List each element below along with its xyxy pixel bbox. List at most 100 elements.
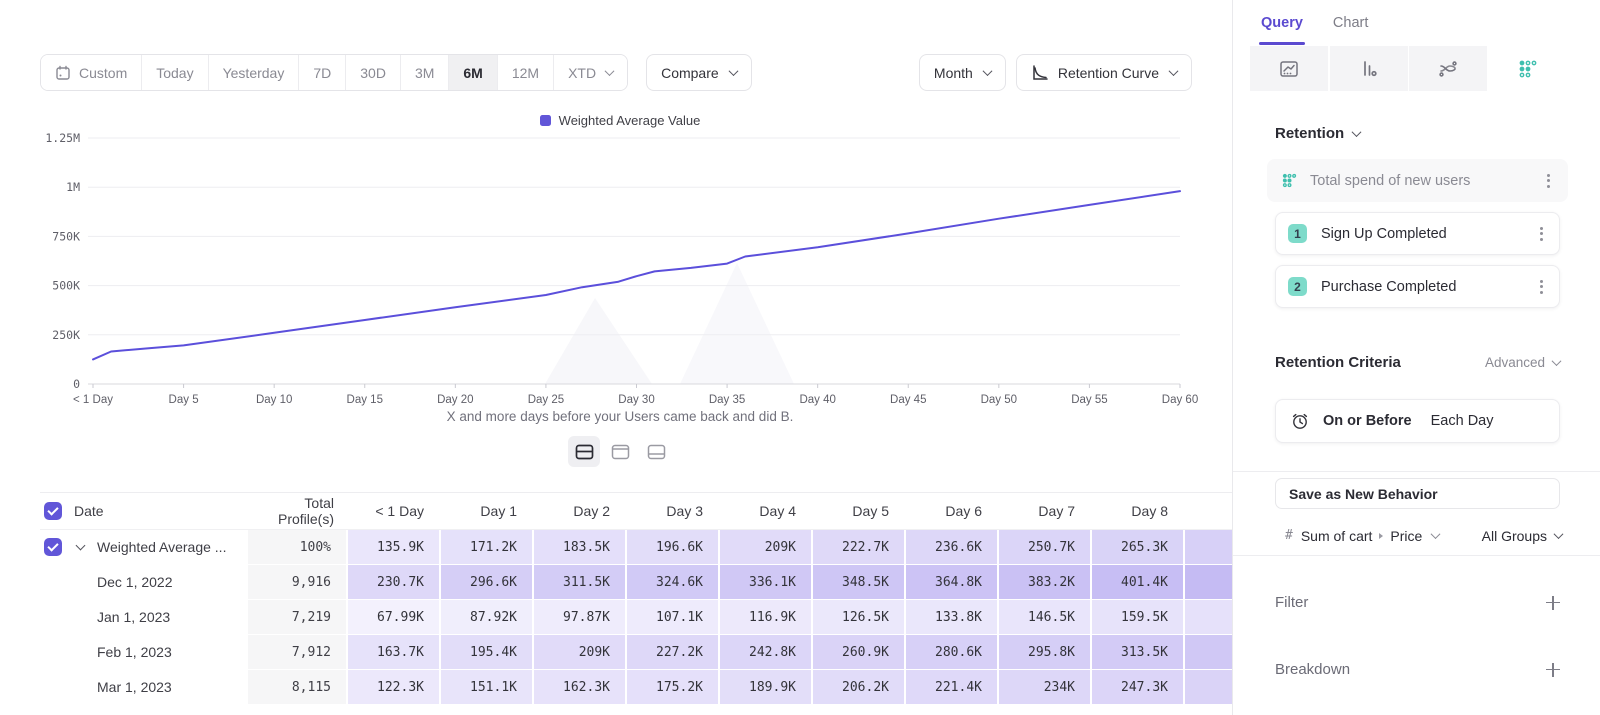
retention-value-cell[interactable]: 196.6K <box>627 530 718 564</box>
retention-value-cell[interactable]: 295.8K <box>999 635 1090 669</box>
retention-value-cell[interactable]: 247.3K <box>1092 670 1183 704</box>
range-3m[interactable]: 3M <box>400 55 450 90</box>
retention-value-cell[interactable]: 260.9K <box>813 635 904 669</box>
retention-value-cell[interactable]: 313.5K <box>1092 635 1183 669</box>
retention-value-cell[interactable]: 133.8K <box>906 600 997 634</box>
x-axis-label: Day 5 <box>169 394 199 406</box>
retention-value-cell[interactable]: 209K <box>534 635 625 669</box>
retention-line-chart[interactable]: 0 250K 500K 750K 1M 1.25M < 1 Day Day 5 Day 10 Da… <box>40 130 1200 408</box>
range-7d[interactable]: 7D <box>299 55 347 90</box>
flow-chart-icon[interactable] <box>1409 46 1487 91</box>
retention-value-cell[interactable]: 336.1K <box>720 565 811 599</box>
retention-value-cell[interactable]: 209K <box>720 530 811 564</box>
retention-value-cell[interactable]: 206.2K <box>813 670 904 704</box>
retention-value-cell[interactable]: 159.5K <box>1092 600 1183 634</box>
retention-value-cell[interactable]: 67.99K <box>348 600 439 634</box>
insights-chart-icon[interactable] <box>1250 46 1328 91</box>
criteria-mode-select[interactable]: Advanced <box>1485 355 1562 370</box>
retention-timing-card[interactable]: On or Before Each Day <box>1275 399 1560 443</box>
retention-chart-icon[interactable] <box>1488 46 1567 91</box>
retention-value-cell[interactable]: 383.2K <box>999 565 1090 599</box>
retention-value-cell[interactable]: 162.3K <box>534 670 625 704</box>
measure-row[interactable]: # Sum of cart Price All Groups <box>1233 516 1600 556</box>
range-custom[interactable]: Custom <box>41 55 143 90</box>
retention-value-cell[interactable]: 250.7K <box>999 530 1090 564</box>
retention-value-cell[interactable]: 234K <box>999 670 1090 704</box>
retention-value-cell[interactable]: 280.6K <box>906 635 997 669</box>
add-filter-button[interactable] <box>1546 595 1560 610</box>
range-yesterday[interactable]: Yesterday <box>208 55 300 90</box>
retention-value-cell[interactable]: 163.7K <box>348 635 439 669</box>
kebab-menu-icon[interactable] <box>1536 276 1547 298</box>
timing-operator: On or Before <box>1323 413 1412 429</box>
all-groups-select[interactable]: All Groups <box>1482 528 1564 544</box>
retention-value-cell[interactable]: 171.2K <box>441 530 532 564</box>
retention-value-cell[interactable]: 227.2K <box>627 635 718 669</box>
kebab-menu-icon[interactable] <box>1543 170 1554 192</box>
kebab-menu-icon[interactable] <box>1536 223 1547 245</box>
clock-icon <box>1290 411 1310 431</box>
retention-value-cell[interactable]: 116.9K <box>720 600 811 634</box>
retention-value-cell[interactable]: 242.8K <box>720 635 811 669</box>
table-row[interactable]: Mar 1, 2023 8,115 122.3K 151.1K 162.3K 175.2K… <box>40 670 1232 704</box>
weighted-average-line[interactable] <box>92 190 1181 361</box>
behavior-step-2[interactable]: 2 Purchase Completed <box>1275 265 1560 308</box>
retention-value-cell[interactable]: 146.5K <box>999 600 1090 634</box>
layout-toggle-top-panel[interactable] <box>604 436 636 467</box>
measure-property: Price <box>1390 527 1423 544</box>
retention-value-cell[interactable]: 222.7K <box>813 530 904 564</box>
row-checkbox[interactable] <box>44 538 62 556</box>
table-row[interactable]: Dec 1, 2022 9,916 230.7K 296.6K 311.5K 324.6K… <box>40 565 1232 599</box>
save-as-new-behavior-button[interactable]: Save as New Behavior <box>1275 478 1560 509</box>
retention-value-cell[interactable]: 221.4K <box>906 670 997 704</box>
day-column-header: Day 3 <box>666 503 703 519</box>
retention-value-cell[interactable]: 265.3K <box>1092 530 1183 564</box>
range-12m[interactable]: 12M <box>497 55 555 90</box>
retention-value-cell[interactable]: 107.1K <box>627 600 718 634</box>
retention-value-cell[interactable]: 189.9K <box>720 670 811 704</box>
range-today[interactable]: Today <box>142 55 209 90</box>
expand-chevron-icon[interactable] <box>75 540 86 551</box>
retention-value-cell[interactable]: 296.6K <box>441 565 532 599</box>
retention-value-cell[interactable]: 348.5K <box>813 565 904 599</box>
retention-value-cell[interactable]: 151.1K <box>441 670 532 704</box>
layout-toggle-bottom-panel[interactable] <box>640 436 672 467</box>
chevron-down-icon <box>728 66 739 77</box>
retention-value-cell[interactable]: 236.6K <box>906 530 997 564</box>
day-column-header: < 1 Day <box>375 503 424 519</box>
behavior-card[interactable]: Total spend of new users <box>1267 159 1568 202</box>
x-axis-label: Day 40 <box>799 394 835 406</box>
row-date-cell: Dec 1, 2022 <box>40 565 248 599</box>
compare-button[interactable]: Compare <box>646 54 752 91</box>
retention-value-cell[interactable]: 175.2K <box>627 670 718 704</box>
retention-value-cell[interactable]: 87.92K <box>441 600 532 634</box>
select-all-checkbox[interactable] <box>44 502 62 520</box>
behavior-step-1[interactable]: 1 Sign Up Completed <box>1275 212 1560 255</box>
retention-value-cell[interactable]: 135.9K <box>348 530 439 564</box>
table-row[interactable]: Weighted Average ... 100% 135.9K 171.2K 183.… <box>40 530 1232 564</box>
retention-value-cell[interactable]: 183.5K <box>534 530 625 564</box>
chart-style-select[interactable]: Retention Curve <box>1015 54 1192 91</box>
retention-value-cell[interactable]: 364.8K <box>906 565 997 599</box>
retention-value-cell[interactable]: 122.3K <box>348 670 439 704</box>
y-axis-label: 1.25M <box>45 131 80 145</box>
layout-toggle-split-rows[interactable] <box>568 436 600 467</box>
retention-value-cell[interactable]: 230.7K <box>348 565 439 599</box>
retention-value-cell[interactable]: 324.6K <box>627 565 718 599</box>
retention-section-header[interactable]: Retention <box>1275 125 1560 142</box>
add-breakdown-button[interactable] <box>1546 662 1560 677</box>
table-row[interactable]: Feb 1, 2023 7,912 163.7K 195.4K 209K 227.2K 24… <box>40 635 1232 669</box>
tab-query[interactable]: Query <box>1259 0 1305 46</box>
granularity-select[interactable]: Month <box>918 54 1006 91</box>
funnel-chart-icon[interactable] <box>1329 46 1408 91</box>
retention-value-cell[interactable]: 311.5K <box>534 565 625 599</box>
retention-value-cell[interactable]: 97.87K <box>534 600 625 634</box>
tab-chart[interactable]: Chart <box>1332 15 1369 31</box>
range-6m[interactable]: 6M <box>449 55 498 90</box>
table-row[interactable]: Jan 1, 2023 7,219 67.99K 87.92K 97.87K 107.1K… <box>40 600 1232 634</box>
retention-value-cell[interactable]: 401.4K <box>1092 565 1183 599</box>
retention-value-cell[interactable]: 195.4K <box>441 635 532 669</box>
range-30d[interactable]: 30D <box>346 55 401 90</box>
range-xtd[interactable]: XTD <box>554 55 628 90</box>
retention-value-cell[interactable]: 126.5K <box>813 600 904 634</box>
